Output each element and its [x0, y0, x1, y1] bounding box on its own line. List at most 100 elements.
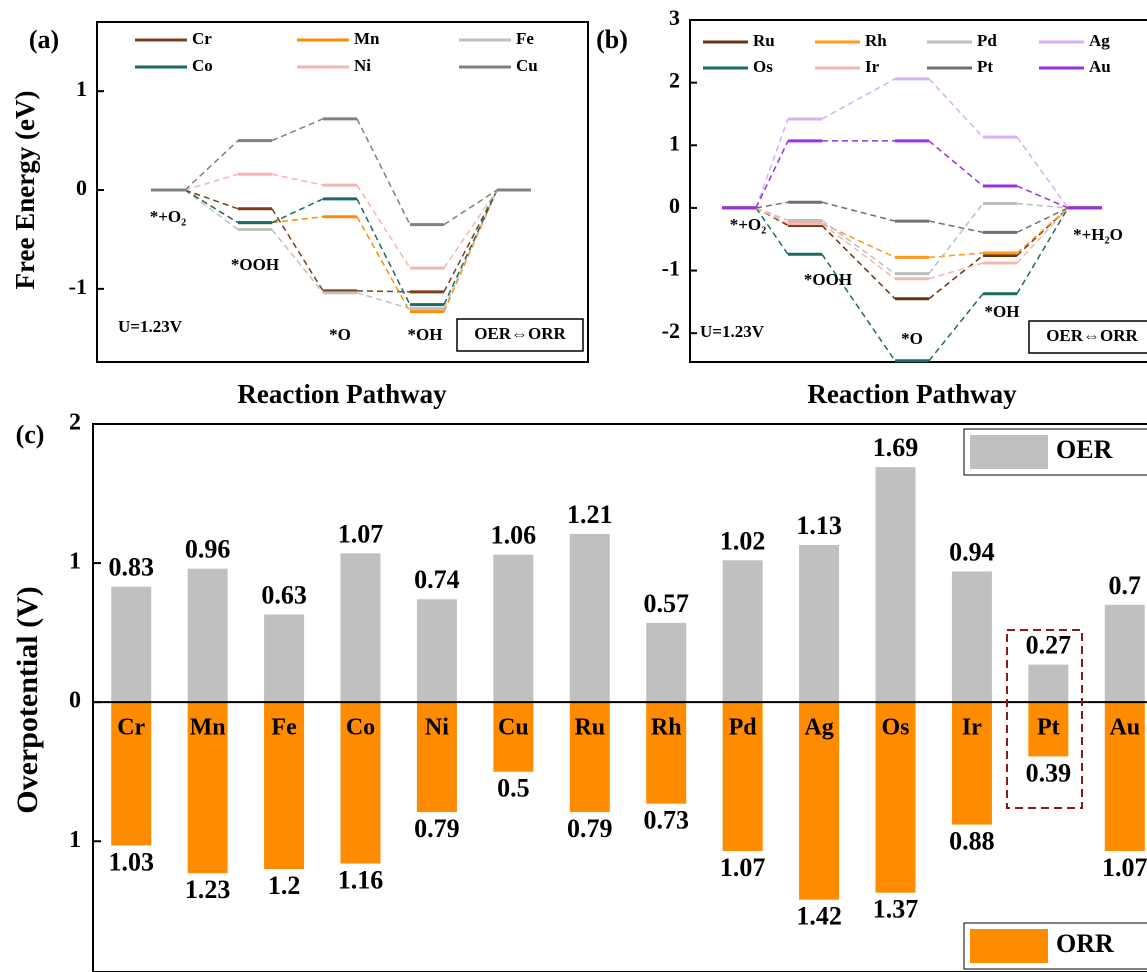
- bar: [416, 599, 457, 703]
- bar: [1104, 604, 1145, 703]
- x-tick-label: Au: [1109, 715, 1140, 741]
- y-tick-label: -2: [662, 318, 680, 343]
- value-label: 1.06: [491, 521, 537, 550]
- legend-label: Fe: [516, 29, 534, 48]
- state-label: *O: [901, 329, 923, 348]
- connector: [271, 229, 324, 294]
- value-label: 0.73: [643, 806, 689, 835]
- bar: [111, 586, 152, 703]
- state-label: *+H₂O: [1073, 225, 1123, 244]
- highlight-box: [1006, 629, 1083, 809]
- bar: [646, 622, 687, 703]
- legend-label: Pt: [977, 57, 993, 76]
- x-tick-label: Fe: [271, 715, 297, 741]
- x-tick-label: Cr: [117, 715, 145, 741]
- annotation: U=1.23V: [700, 322, 765, 341]
- value-label: 0.5: [497, 774, 530, 803]
- y-tick-label: 0: [669, 193, 680, 218]
- bar: [646, 702, 687, 804]
- connector: [271, 208, 324, 292]
- connector: [755, 207, 789, 225]
- connector: [184, 189, 239, 231]
- value-label: 0.79: [414, 814, 460, 843]
- bar: [187, 702, 228, 874]
- connector: [928, 293, 984, 362]
- connector: [755, 118, 789, 209]
- bar: [493, 554, 534, 703]
- annotation: U=1.23V: [118, 317, 183, 336]
- y-axis-label: Free Energy (eV): [10, 91, 40, 290]
- y-tick-label: 0: [76, 175, 87, 200]
- y-tick-label: -1: [69, 274, 87, 299]
- value-label: 1.16: [338, 865, 384, 894]
- legend-label: Rh: [865, 31, 887, 50]
- x-axis-label: Reaction Pathway: [807, 379, 1017, 409]
- bar: [1028, 702, 1069, 757]
- connector: [928, 252, 984, 259]
- bar: [569, 533, 610, 703]
- legend-label: Ir: [865, 57, 880, 76]
- connector: [271, 118, 324, 142]
- x-tick-label: Mn: [190, 715, 226, 741]
- x-tick-label: Pd: [729, 715, 758, 741]
- value-label: 1.23: [185, 875, 231, 904]
- bar: [493, 702, 534, 772]
- bar: [569, 702, 610, 813]
- state-label: *OH: [985, 302, 1020, 321]
- connector: [821, 219, 896, 275]
- state-label: *OOH: [231, 255, 279, 274]
- panel-label: (c): [16, 420, 45, 449]
- bar: [722, 702, 763, 851]
- legend-label: Os: [753, 57, 773, 76]
- legend-label: OER: [1056, 435, 1113, 464]
- connector: [356, 118, 411, 225]
- legend-label: Mn: [354, 29, 380, 48]
- connector: [184, 140, 239, 191]
- value-label: 0.7: [1109, 571, 1142, 600]
- value-label: 0.57: [643, 589, 689, 618]
- connector: [928, 254, 984, 300]
- value-label: 0.79: [567, 814, 613, 843]
- panel-label: (a): [29, 25, 59, 54]
- connector: [928, 220, 984, 234]
- bar: [799, 545, 840, 703]
- connector: [755, 201, 789, 209]
- connector: [928, 203, 984, 275]
- y-tick-label: 1: [69, 549, 81, 575]
- state-label: *OOH: [804, 270, 852, 289]
- y-tick-label: 0: [69, 688, 81, 714]
- legend-label: Ag: [1089, 31, 1110, 50]
- legend-label: Ni: [354, 56, 371, 75]
- bar: [340, 553, 381, 703]
- bar: [1104, 702, 1145, 851]
- y-tick-label: 1: [76, 76, 87, 101]
- value-label: 0.88: [949, 827, 995, 856]
- annotation-box: [1028, 320, 1147, 354]
- connector: [443, 189, 498, 305]
- panel-label: (b): [596, 25, 628, 54]
- state-label: *OH: [408, 325, 443, 344]
- y-tick-label: 2: [669, 68, 680, 93]
- legend-label: Cr: [192, 29, 212, 48]
- state-label: *+O₂: [150, 207, 187, 226]
- connector: [271, 215, 324, 224]
- x-tick-label: Ni: [425, 715, 449, 741]
- bar: [951, 702, 992, 825]
- connector: [443, 189, 498, 293]
- connector: [1016, 207, 1069, 254]
- connector: [184, 189, 239, 224]
- connector: [1016, 202, 1069, 209]
- value-label: 1.03: [108, 847, 154, 876]
- legend-swatch: [970, 929, 1048, 963]
- y-tick-label: 1: [69, 827, 81, 853]
- connector: [821, 222, 896, 280]
- plot-frame: [96, 21, 589, 363]
- bar: [264, 614, 305, 703]
- connector: [821, 78, 896, 120]
- value-label: 1.07: [720, 853, 766, 882]
- x-tick-label: Rh: [651, 715, 682, 741]
- connector: [755, 140, 789, 209]
- legend-label: Ru: [753, 31, 775, 50]
- state-label: *+O₂: [730, 215, 767, 234]
- state-label: *O: [329, 325, 351, 344]
